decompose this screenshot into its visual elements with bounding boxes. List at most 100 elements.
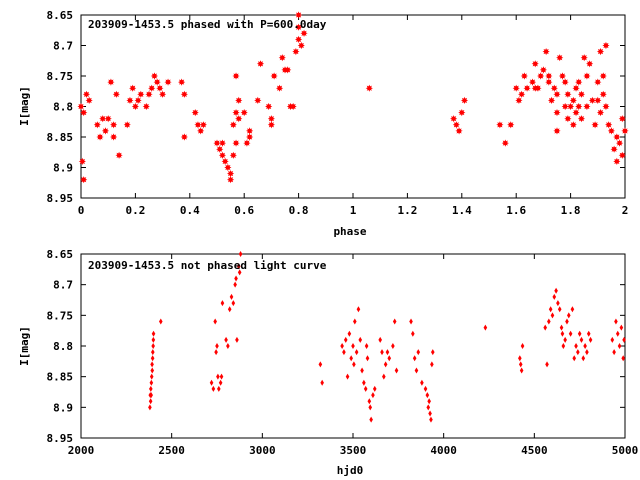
data-point: [199, 121, 207, 129]
data-point: [496, 121, 504, 129]
x-tick-label: 1.4: [452, 204, 472, 217]
data-point: [224, 336, 228, 343]
data-point: [149, 385, 153, 392]
data-point: [523, 84, 531, 92]
data-point: [547, 96, 556, 104]
data-point: [149, 392, 153, 399]
data-point: [180, 90, 188, 98]
data-point: [575, 78, 583, 86]
phased-light-curve-chart: 0 0.2 0.4 0.6 0.8 1 1.2 1.4 1.6 1.8 2 8.65 8.7 8.75 8.…: [18, 9, 629, 238]
data-point: [520, 72, 528, 80]
data-point: [227, 176, 235, 184]
data-point: [602, 41, 610, 50]
data-point: [512, 84, 520, 92]
data-point: [213, 318, 217, 325]
y-tick-label: 8.85: [47, 371, 74, 384]
data-point: [151, 330, 156, 337]
x-tick-label: 4000: [430, 444, 457, 457]
data-point: [412, 355, 417, 362]
data-point: [218, 151, 227, 159]
data-point: [368, 404, 373, 411]
data-point: [237, 269, 242, 276]
x-tick-label: 3500: [340, 444, 367, 457]
data-point: [594, 78, 602, 86]
data-point: [254, 96, 262, 104]
data-point: [563, 336, 567, 343]
data-point: [256, 60, 265, 68]
data-point: [545, 72, 553, 80]
data-point: [545, 361, 549, 368]
data-point: [528, 78, 537, 86]
y-tick-label: 8.95: [47, 192, 74, 205]
data-point: [570, 306, 575, 313]
data-point: [605, 121, 613, 129]
data-point: [216, 145, 224, 153]
chart-title: 203909-1453.5 phased with P=600.0day: [88, 18, 327, 31]
x-tick-label: 0.8: [289, 204, 309, 217]
data-point: [148, 398, 153, 405]
data-point: [151, 336, 156, 343]
data-point: [452, 121, 460, 129]
data-point: [78, 157, 86, 165]
data-point: [358, 336, 363, 343]
data-point: [560, 330, 565, 337]
data-point: [556, 54, 564, 62]
data-point: [585, 349, 589, 356]
data-point: [77, 102, 85, 111]
x-tick-label: 0.2: [125, 204, 145, 217]
data-point: [569, 121, 577, 129]
data-point: [599, 72, 607, 80]
data-point: [542, 48, 550, 56]
data-point: [80, 109, 88, 117]
unphased-light-curve-chart: 2000 2500 3000 3500 4000 4500 5000 8.65 8.7 8.75 8…: [18, 248, 638, 477]
data-point: [278, 54, 286, 62]
data-point: [145, 90, 153, 98]
data-point: [142, 102, 150, 111]
data-point: [227, 170, 235, 178]
data-point: [483, 324, 488, 331]
data-point: [104, 115, 112, 123]
data-point: [423, 385, 428, 392]
data-point: [233, 281, 237, 288]
data-point: [515, 96, 523, 104]
data-point: [234, 275, 238, 282]
y-tick-label: 8.8: [53, 340, 73, 353]
data-point: [151, 349, 155, 356]
data-point: [543, 324, 548, 331]
data-point: [345, 373, 350, 380]
data-point: [149, 373, 154, 380]
data-points: [148, 251, 626, 423]
x-tick-label: 5000: [612, 444, 639, 457]
ticks: 0 0.2 0.4 0.6 0.8 1 1.2 1.4 1.6 1.8 2 8.65 8.7 8.75 8.…: [47, 9, 629, 217]
x-tick-label: 3000: [249, 444, 276, 457]
data-point: [583, 72, 591, 80]
data-point: [537, 72, 545, 80]
data-point: [588, 336, 593, 343]
data-point: [180, 133, 188, 141]
data-point: [349, 355, 353, 362]
data-point: [556, 300, 560, 307]
data-point: [150, 72, 159, 80]
x-tick-label: 1: [350, 204, 357, 217]
data-point: [553, 127, 561, 135]
data-point: [362, 379, 366, 386]
data-point: [352, 361, 356, 368]
data-point: [425, 392, 430, 399]
data-point: [232, 139, 240, 147]
data-point: [360, 367, 364, 374]
data-point: [289, 102, 297, 111]
data-point: [552, 293, 557, 300]
data-point: [610, 336, 615, 343]
data-point: [194, 121, 202, 129]
data-point: [226, 343, 230, 349]
data-point: [354, 349, 359, 356]
data-point: [574, 343, 578, 349]
data-point: [101, 127, 110, 135]
data-point: [131, 102, 139, 111]
data-point: [371, 392, 375, 399]
x-tick-label: 1.6: [506, 204, 526, 217]
data-point: [550, 84, 558, 92]
data-point: [409, 318, 413, 325]
data-point: [243, 139, 251, 147]
data-point: [149, 379, 154, 386]
